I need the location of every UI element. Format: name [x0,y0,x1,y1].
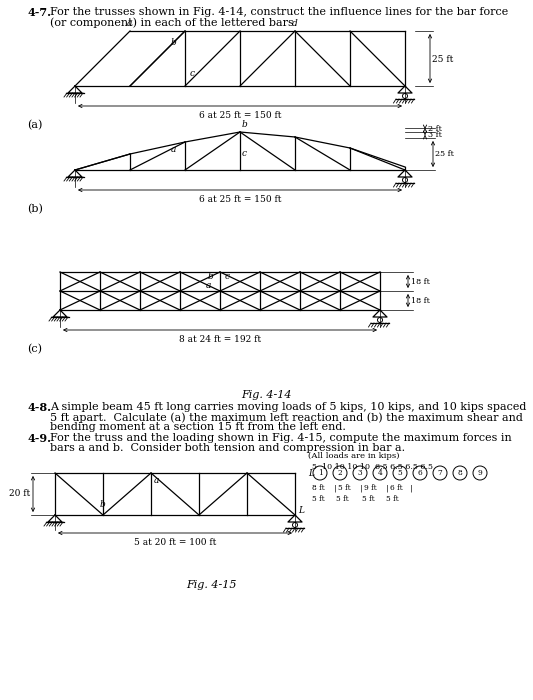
Text: 6: 6 [418,469,422,477]
Text: 5: 5 [398,469,402,477]
Text: 6 at 25 ft = 150 ft: 6 at 25 ft = 150 ft [199,195,281,204]
Text: Fig. 4-14: Fig. 4-14 [241,390,292,400]
Text: (a): (a) [27,120,43,130]
Text: 25 ft: 25 ft [432,55,454,64]
Text: L: L [308,468,314,477]
Text: 2: 2 [338,469,342,477]
Text: a: a [127,19,132,28]
Text: |: | [386,484,389,492]
Text: 3: 3 [358,469,362,477]
Text: (All loads are in kips): (All loads are in kips) [308,452,400,460]
Text: b: b [171,38,177,47]
Text: a: a [206,281,212,290]
Text: 8 ft: 8 ft [312,484,325,492]
Text: 9 ft: 9 ft [364,484,377,492]
Text: |: | [334,484,337,492]
Text: d: d [292,19,298,28]
Text: 4-8.: 4-8. [27,402,51,413]
Text: 8: 8 [458,469,462,477]
Text: (c): (c) [27,344,42,354]
Text: c: c [190,69,195,78]
Text: 3 ft: 3 ft [428,131,442,139]
Text: |: | [410,484,413,492]
Text: 5 ft: 5 ft [312,495,325,503]
Text: 5 ft: 5 ft [362,495,375,503]
Text: 5 ft apart.  Calculate (a) the maximum left reaction and (b) the maximum shear a: 5 ft apart. Calculate (a) the maximum le… [50,412,523,423]
Text: |: | [360,484,362,492]
Text: c: c [225,272,230,281]
Text: 5 ft: 5 ft [338,484,351,492]
Text: c: c [242,149,247,158]
Text: 6 at 25 ft = 150 ft: 6 at 25 ft = 150 ft [199,111,281,120]
Text: 5 ft: 5 ft [336,495,349,503]
Text: 4-7.: 4-7. [27,7,51,18]
Text: a: a [154,476,159,485]
Text: 18 ft: 18 ft [411,278,430,286]
Text: 9: 9 [478,469,482,477]
Text: 20 ft: 20 ft [9,489,30,498]
Text: 5  10 10 10 10  6.5 6.5 6.5 6.5: 5 10 10 10 10 6.5 6.5 6.5 6.5 [312,463,433,471]
Text: b: b [100,500,106,509]
Text: 2 ft: 2 ft [428,125,442,133]
Text: bending moment at a section 15 ft from the left end.: bending moment at a section 15 ft from t… [50,422,346,432]
Text: For the trusses shown in Fig. 4-14, construct the influence lines for the bar fo: For the trusses shown in Fig. 4-14, cons… [50,7,508,17]
Text: Fig. 4-15: Fig. 4-15 [186,580,237,590]
Text: 5 at 20 ft = 100 ft: 5 at 20 ft = 100 ft [134,538,216,547]
Text: 1: 1 [318,469,322,477]
Text: 18 ft: 18 ft [411,297,430,305]
Text: L: L [298,506,304,515]
Text: bars a and b.  Consider both tension and compression in bar a.: bars a and b. Consider both tension and … [50,443,405,453]
Text: 6 ft: 6 ft [390,484,402,492]
Text: b: b [208,272,214,281]
Text: 7: 7 [438,469,442,477]
Text: 25 ft: 25 ft [435,150,454,158]
Text: (b): (b) [27,204,43,214]
Text: (or component) in each of the lettered bars.: (or component) in each of the lettered b… [50,17,297,27]
Text: 4: 4 [377,469,382,477]
Text: For the truss and the loading shown in Fig. 4-15, compute the maximum forces in: For the truss and the loading shown in F… [50,433,512,443]
Text: 5 ft: 5 ft [386,495,399,503]
Text: 8 at 24 ft = 192 ft: 8 at 24 ft = 192 ft [179,335,261,344]
Text: A simple beam 45 ft long carries moving loads of 5 kips, 10 kips, and 10 kips sp: A simple beam 45 ft long carries moving … [50,402,527,412]
Text: b: b [242,120,248,129]
Text: a: a [171,145,176,154]
Text: 4-9.: 4-9. [27,433,51,444]
